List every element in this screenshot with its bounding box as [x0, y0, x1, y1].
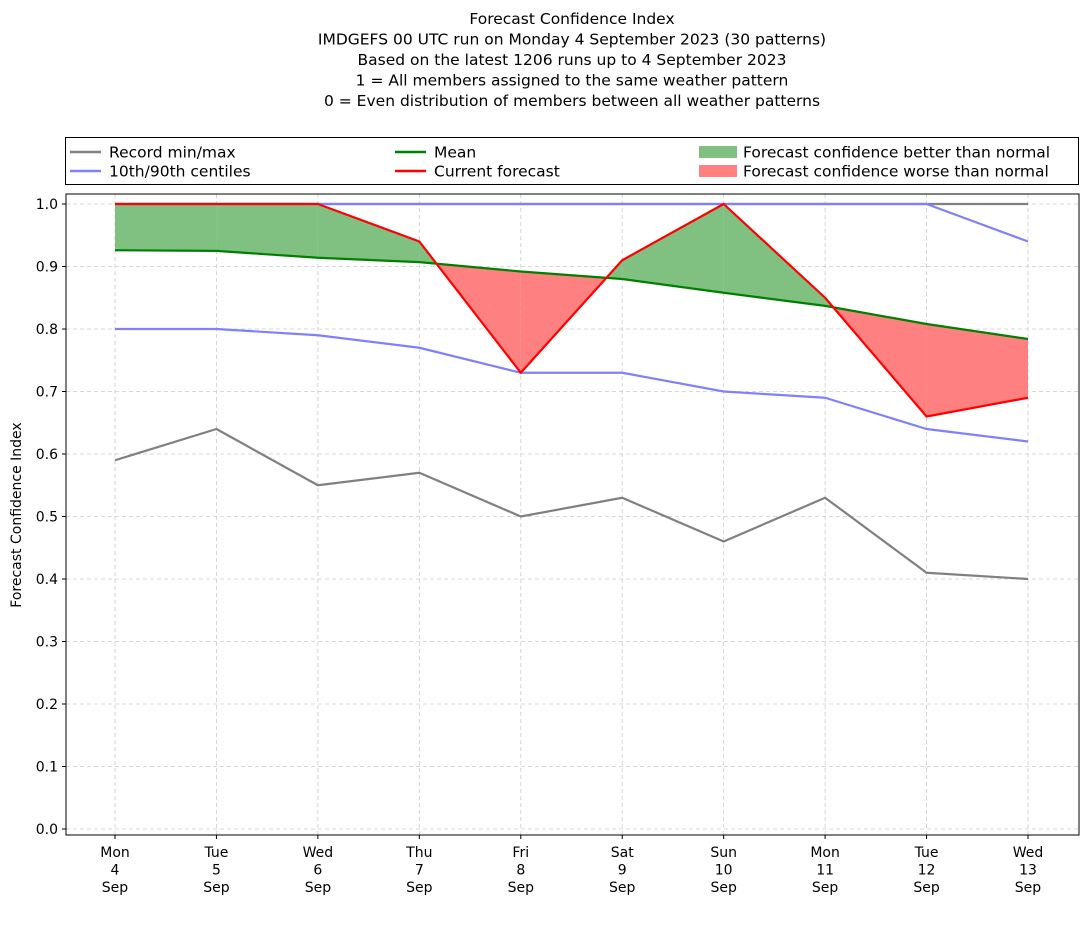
x-tick-label: 8 — [516, 863, 525, 879]
y-axis-label: Forecast Confidence Index — [9, 422, 25, 607]
x-tick-label: 5 — [212, 863, 221, 879]
x-tick-label: Sat — [611, 845, 634, 861]
y-tick-label: 0.5 — [36, 510, 58, 526]
legend-swatch — [699, 146, 737, 158]
x-axis: Mon4SepTue5SepWed6SepThu7SepFri8SepSat9S… — [100, 835, 1043, 896]
better-than-normal-fill — [723, 204, 826, 306]
legend-label: Current forecast — [434, 163, 560, 181]
x-tick-label: Thu — [405, 845, 432, 861]
x-tick-label: 12 — [918, 863, 936, 879]
y-tick-label: 0.3 — [36, 635, 58, 651]
x-tick-label: Wed — [1013, 845, 1044, 861]
x-tick-label: Sep — [812, 880, 839, 896]
x-tick-label: Sep — [508, 880, 535, 896]
y-tick-label: 1.0 — [36, 197, 58, 213]
current-forecast-line — [115, 202, 1029, 418]
y-tick-label: 0.2 — [36, 697, 58, 713]
x-tick-label: Sun — [710, 845, 737, 861]
title-line: Forecast Confidence Index — [469, 10, 674, 28]
title-line: Based on the latest 1206 runs up to 4 Se… — [358, 51, 787, 69]
x-tick-label: Wed — [303, 845, 334, 861]
x-tick-label: Tue — [203, 845, 228, 861]
x-tick-label: 7 — [415, 863, 424, 879]
x-tick-label: Sep — [609, 880, 636, 896]
legend-label: Mean — [434, 144, 476, 162]
x-tick-label: 10 — [715, 863, 733, 879]
y-tick-label: 0.4 — [36, 572, 58, 588]
x-tick-label: Sep — [1015, 880, 1042, 896]
y-tick-label: 0.9 — [36, 260, 58, 276]
10th-centile-line — [115, 327, 1029, 443]
title-line: 0 = Even distribution of members between… — [324, 92, 820, 110]
x-tick-label: Fri — [512, 845, 529, 861]
x-tick-label: Sep — [203, 880, 230, 896]
x-tick-label: Sep — [305, 880, 332, 896]
mean-line — [114, 249, 1029, 341]
better-than-normal-fill — [622, 204, 724, 293]
x-tick-label: Sep — [406, 880, 433, 896]
x-tick-label: 4 — [111, 863, 120, 879]
worse-than-normal-fill — [926, 324, 1028, 417]
x-tick-label: Mon — [810, 845, 840, 861]
record-min-line — [114, 427, 1029, 581]
legend-frame — [65, 137, 1079, 185]
confidence-fills — [115, 204, 1028, 417]
title-line: IMDGEFS 00 UTC run on Monday 4 September… — [318, 31, 826, 49]
legend-swatch — [699, 165, 737, 177]
y-tick-label: 0.1 — [36, 760, 58, 776]
x-tick-label: 13 — [1019, 863, 1037, 879]
x-tick-label: 11 — [816, 863, 834, 879]
y-axis: 0.0 0.1 0.2 0.3 0.4 0.5 0.6 0.7 0.8 0.9 1.0 — [36, 197, 66, 838]
legend-label: Record min/max — [109, 144, 236, 162]
x-tick-label: Sep — [710, 880, 737, 896]
x-tick-label: Sep — [102, 880, 129, 896]
series-lines — [114, 202, 1029, 581]
x-tick-label: 9 — [618, 863, 627, 879]
chart-title: Forecast Confidence Index IMDGEFS 00 UTC … — [318, 10, 826, 110]
better-than-normal-fill — [115, 204, 217, 251]
legend-label: Forecast confidence better than normal — [743, 144, 1050, 162]
better-than-normal-fill — [216, 204, 318, 258]
x-tick-label: Tue — [914, 845, 939, 861]
legend-label: 10th/90th centiles — [109, 163, 251, 181]
y-tick-label: 0.0 — [36, 822, 58, 838]
title-line: 1 = All members assigned to the same wea… — [356, 72, 789, 90]
plot-frame — [65, 193, 1080, 836]
x-tick-label: Mon — [100, 845, 130, 861]
x-tick-label: Sep — [913, 880, 940, 896]
x-tick-label: 6 — [313, 863, 322, 879]
y-tick-label: 0.8 — [36, 322, 58, 338]
y-tick-label: 0.7 — [36, 385, 58, 401]
y-tick-label: 0.6 — [36, 447, 58, 463]
legend-label: Forecast confidence worse than normal — [743, 163, 1049, 181]
better-than-normal-fill — [317, 204, 420, 263]
